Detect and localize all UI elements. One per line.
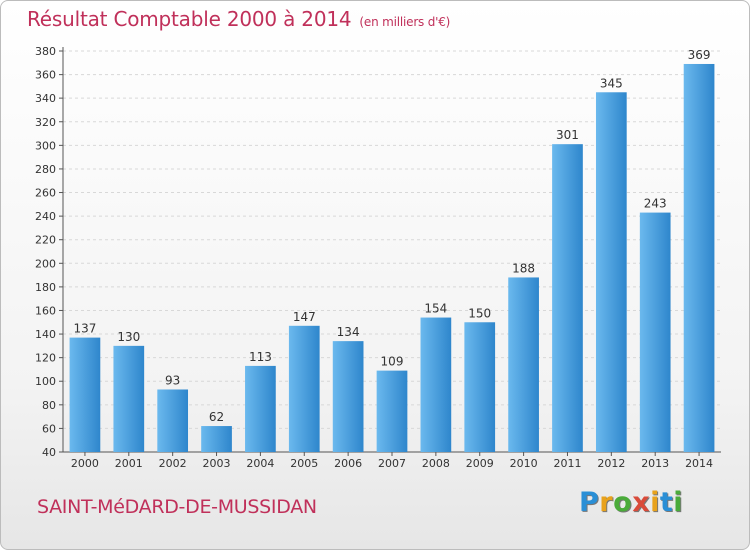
logo-letter: x [632,487,651,518]
x-tick-label: 2008 [422,457,450,470]
bar-2003 [201,426,232,452]
x-tick-label: 2013 [641,457,669,470]
chart-title: Résultat Comptable 2000 à 2014 (en millie… [27,7,450,31]
y-tick-label: 220 [35,234,56,247]
x-tick-label: 2014 [685,457,713,470]
y-tick-label: 320 [35,116,56,129]
x-tick-label: 2005 [290,457,318,470]
logo-letter: i [650,487,660,518]
logo-letter: r [599,487,614,518]
x-tick-label: 2006 [334,457,362,470]
bar-2013 [639,212,671,452]
bar-2001 [113,345,145,452]
commune-name: SAINT-MéDARD-DE-MUSSIDAN [37,496,317,518]
bar-2004 [245,365,276,452]
bar-2008 [420,317,452,452]
x-tick-label: 2007 [378,457,406,470]
data-label: 62 [209,410,224,424]
title-text: Résultat Comptable 2000 à 2014 [27,7,352,31]
x-tick-label: 2012 [597,457,625,470]
data-label: 113 [249,350,272,364]
bar-2006 [332,341,364,452]
x-tick-label: 2010 [510,457,538,470]
data-label: 188 [512,261,535,275]
bar-2009 [464,322,496,452]
bar-2005 [288,325,320,452]
y-tick-label: 360 [35,69,56,82]
y-tick-label: 40 [42,446,56,459]
data-label: 150 [468,306,491,320]
data-label: 130 [117,330,140,344]
proxiti-logo: Proxiti [579,487,683,518]
logo-letter: t [659,487,674,518]
y-tick-label: 100 [35,375,56,388]
x-tick-label: 2004 [246,457,274,470]
data-label: 137 [73,322,96,336]
bar-2011 [552,144,583,452]
data-label: 301 [556,128,579,142]
data-label: 243 [644,197,667,211]
x-tick-label: 2002 [159,457,187,470]
data-label: 93 [165,373,180,387]
y-tick-label: 140 [35,328,56,341]
x-tick-label: 2003 [203,457,231,470]
y-tick-label: 300 [35,139,56,152]
x-tick-label: 2011 [553,457,581,470]
bar-2002 [157,389,189,452]
x-tick-label: 2001 [115,457,143,470]
y-tick-label: 380 [35,45,56,58]
y-tick-label: 340 [35,92,56,105]
data-label: 154 [424,302,447,316]
bar-2010 [508,277,539,452]
bar-2007 [376,370,408,452]
bar-2014 [683,63,715,452]
y-tick-label: 200 [35,257,56,270]
x-tick-label: 2009 [466,457,494,470]
data-label: 369 [688,48,711,62]
bar-2000 [69,337,101,452]
data-label: 109 [381,355,404,369]
y-tick-label: 280 [35,163,56,176]
logo-letter: i [673,487,684,518]
data-label: 345 [600,76,623,90]
y-tick-label: 80 [42,399,56,412]
logo-letter: o [613,487,633,518]
y-tick-label: 60 [42,422,56,435]
logo-letter: P [579,487,600,518]
y-tick-label: 120 [35,352,56,365]
y-tick-label: 240 [35,210,56,223]
y-tick-label: 160 [35,304,56,317]
chart-subtitle: (en milliers d'€) [359,15,451,29]
data-label: 134 [337,325,360,339]
y-tick-label: 260 [35,187,56,200]
y-tick-label: 180 [35,281,56,294]
x-tick-label: 2000 [71,457,99,470]
bar-2012 [595,92,627,452]
data-label: 147 [293,310,316,324]
